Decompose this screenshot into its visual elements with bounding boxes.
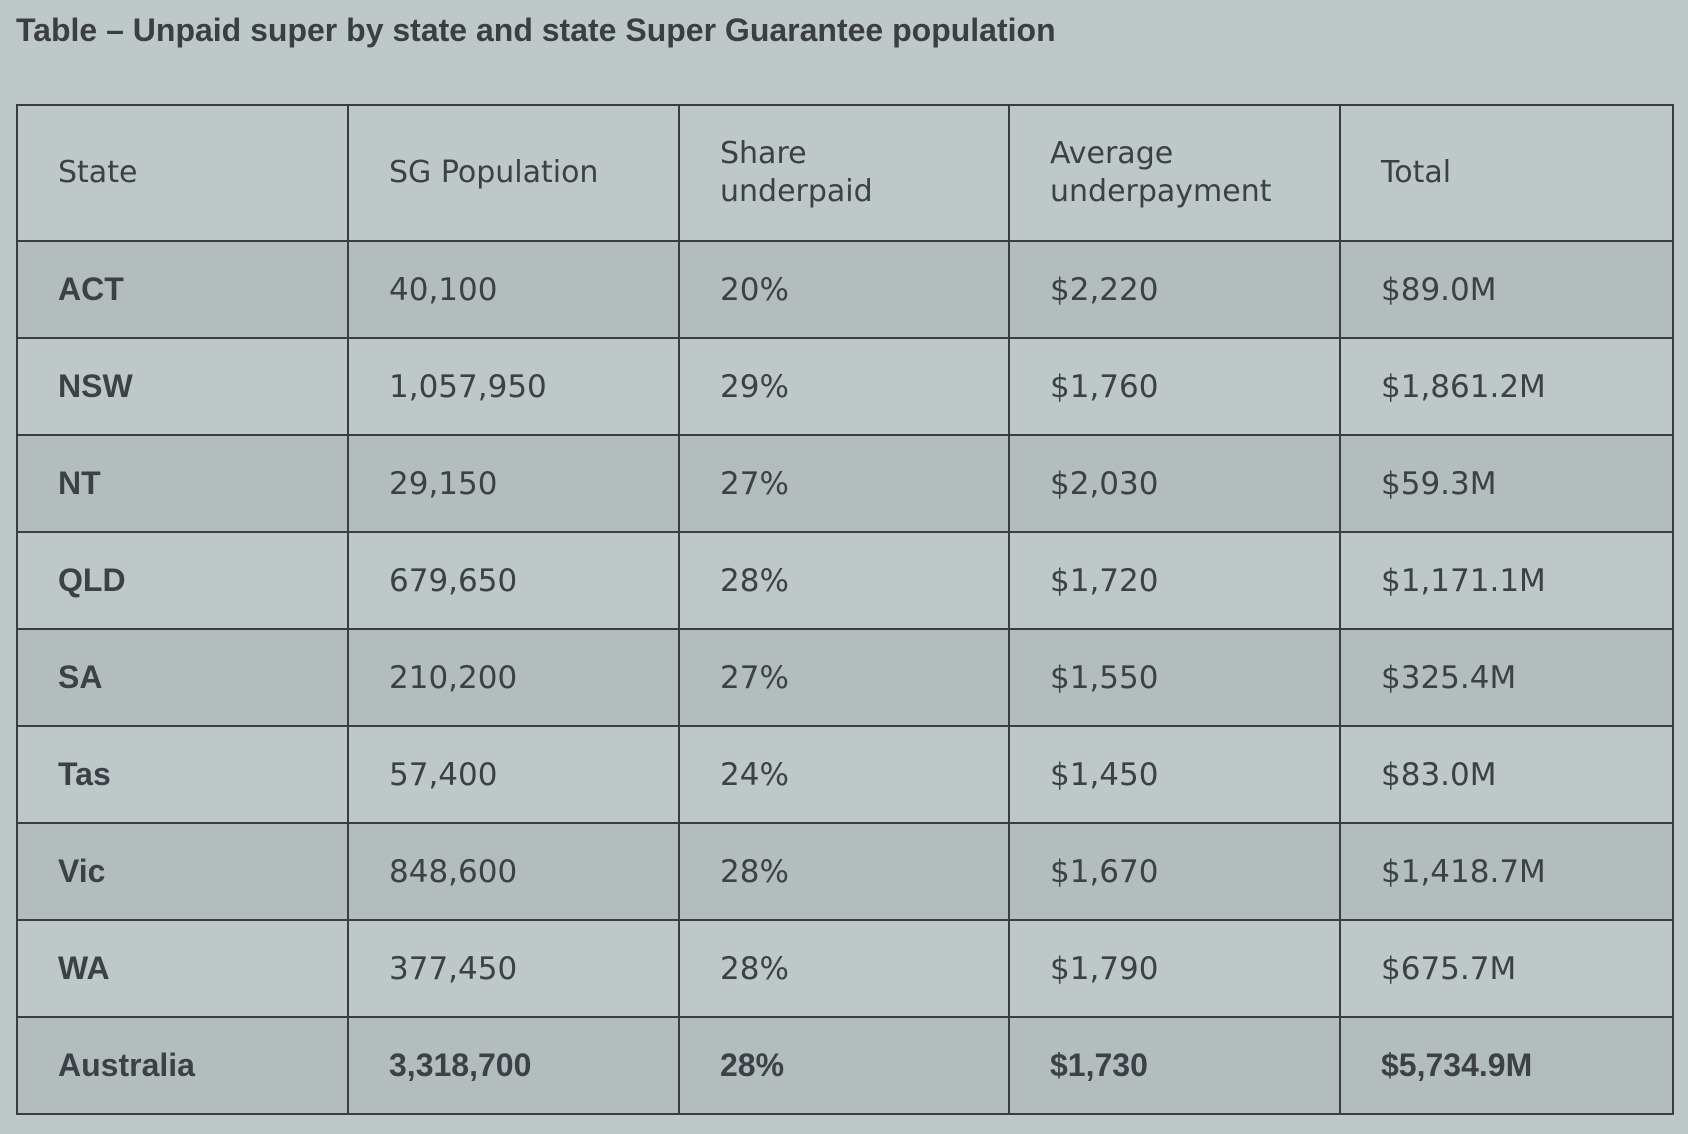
- table-row: WA 377,450 28% $1,790 $675.7M: [16, 919, 1674, 1018]
- cell-average-underpayment: $1,790: [1008, 919, 1341, 1018]
- table-row: QLD 679,650 28% $1,720 $1,171.1M: [16, 531, 1674, 630]
- cell-state: SA: [16, 628, 349, 727]
- cell-sg-population: 1,057,950: [347, 337, 680, 436]
- unpaid-super-table: State SG Population Share underpaid Aver…: [16, 104, 1674, 1115]
- cell-average-underpayment: $1,670: [1008, 822, 1341, 921]
- header-average-underpayment: Average underpayment: [1008, 104, 1341, 242]
- cell-total: $59.3M: [1339, 434, 1674, 533]
- cell-state: NT: [16, 434, 349, 533]
- cell-total: $1,418.7M: [1339, 822, 1674, 921]
- cell-state: Vic: [16, 822, 349, 921]
- cell-total: $89.0M: [1339, 240, 1674, 339]
- header-row: State SG Population Share underpaid Aver…: [16, 104, 1674, 242]
- cell-sg-population: 3,318,700: [347, 1016, 680, 1115]
- cell-total: $1,861.2M: [1339, 337, 1674, 436]
- cell-average-underpayment: $2,220: [1008, 240, 1341, 339]
- cell-sg-population: 40,100: [347, 240, 680, 339]
- cell-share-underpaid: 27%: [678, 628, 1010, 727]
- cell-total: $1,171.1M: [1339, 531, 1674, 630]
- total-row: Australia 3,318,700 28% $1,730 $5,734.9M: [16, 1016, 1674, 1115]
- cell-average-underpayment: $1,550: [1008, 628, 1341, 727]
- table-row: NSW 1,057,950 29% $1,760 $1,861.2M: [16, 337, 1674, 436]
- header-total: Total: [1339, 104, 1674, 242]
- cell-total: $5,734.9M: [1339, 1016, 1674, 1115]
- cell-state: Tas: [16, 725, 349, 824]
- cell-share-underpaid: 24%: [678, 725, 1010, 824]
- cell-average-underpayment: $1,760: [1008, 337, 1341, 436]
- cell-state: QLD: [16, 531, 349, 630]
- cell-total: $325.4M: [1339, 628, 1674, 727]
- cell-average-underpayment: $2,030: [1008, 434, 1341, 533]
- cell-average-underpayment: $1,450: [1008, 725, 1341, 824]
- cell-state: WA: [16, 919, 349, 1018]
- header-share-underpaid: Share underpaid: [678, 104, 1010, 242]
- cell-sg-population: 210,200: [347, 628, 680, 727]
- cell-state: Australia: [16, 1016, 349, 1115]
- cell-share-underpaid: 20%: [678, 240, 1010, 339]
- cell-sg-population: 377,450: [347, 919, 680, 1018]
- cell-average-underpayment: $1,720: [1008, 531, 1341, 630]
- table-title: Table – Unpaid super by state and state …: [16, 12, 1056, 48]
- cell-sg-population: 57,400: [347, 725, 680, 824]
- table-row: ACT 40,100 20% $2,220 $89.0M: [16, 240, 1674, 339]
- cell-total: $675.7M: [1339, 919, 1674, 1018]
- table-row: SA 210,200 27% $1,550 $325.4M: [16, 628, 1674, 727]
- cell-state: NSW: [16, 337, 349, 436]
- cell-share-underpaid: 27%: [678, 434, 1010, 533]
- cell-share-underpaid: 28%: [678, 919, 1010, 1018]
- cell-share-underpaid: 28%: [678, 1016, 1010, 1115]
- cell-share-underpaid: 28%: [678, 822, 1010, 921]
- header-state: State: [16, 104, 349, 242]
- cell-share-underpaid: 29%: [678, 337, 1010, 436]
- cell-sg-population: 679,650: [347, 531, 680, 630]
- cell-state: ACT: [16, 240, 349, 339]
- cell-share-underpaid: 28%: [678, 531, 1010, 630]
- table-row: Tas 57,400 24% $1,450 $83.0M: [16, 725, 1674, 824]
- cell-average-underpayment: $1,730: [1008, 1016, 1341, 1115]
- cell-sg-population: 29,150: [347, 434, 680, 533]
- table-row: Vic 848,600 28% $1,670 $1,418.7M: [16, 822, 1674, 921]
- table-row: NT 29,150 27% $2,030 $59.3M: [16, 434, 1674, 533]
- cell-sg-population: 848,600: [347, 822, 680, 921]
- cell-total: $83.0M: [1339, 725, 1674, 824]
- header-sg-population: SG Population: [347, 104, 680, 242]
